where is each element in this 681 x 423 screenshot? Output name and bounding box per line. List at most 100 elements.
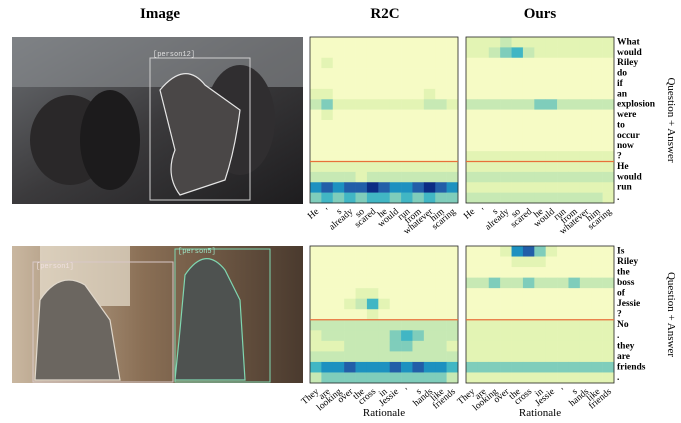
heatmap-cell [378,120,390,131]
heatmap-cell [401,278,413,289]
heatmap-cell [580,257,592,268]
heatmap-cell [447,341,459,352]
heatmap-cell [477,68,489,79]
heatmap-cell [500,246,512,257]
heatmap-cell [466,130,478,141]
heatmap-cell [356,68,368,79]
heatmap-cell [568,37,580,48]
heatmap-cell [310,330,322,341]
heatmap-cell [568,58,580,69]
heatmap-cell [310,110,322,121]
heatmap-cell [500,299,512,310]
heatmap-cell [546,162,558,173]
heatmap-cell [546,193,558,204]
heatmap-cell [546,68,558,79]
person-tag: [person5] [178,248,216,256]
question-token: if [617,79,624,89]
question-token: He [617,162,629,172]
heatmap-cell [477,120,489,131]
heatmap-cell [477,58,489,69]
heatmap-cell [591,120,603,131]
heatmap-cell [435,37,447,48]
heatmap-cell [534,110,546,121]
heatmap-cell [489,182,501,193]
heatmap-cell [523,47,535,58]
heatmap-cell [344,89,356,100]
heatmap-cell [321,320,333,331]
heatmap-cell [447,182,459,193]
heatmap-cell [534,362,546,373]
heatmap-cell [591,182,603,193]
heatmap-cell [603,172,615,183]
heatmap-cell [603,58,615,69]
heatmap-cell [333,37,345,48]
heatmap-cell [477,162,489,173]
heatmap-cell [489,89,501,100]
heatmap-cell [512,341,524,352]
axis-label: Question + Answer [665,272,677,357]
heatmap-cell [378,47,390,58]
heatmap-cell [603,47,615,58]
heatmap-cell [489,299,501,310]
heatmap-cell [447,278,459,289]
heatmap-cell [424,246,436,257]
heatmap-cell [333,182,345,193]
heatmap-cell [367,330,379,341]
heatmap-cell [310,309,322,320]
heatmap-cell [390,141,402,152]
heatmap-cell [447,58,459,69]
heatmap-cell [412,110,424,121]
heatmap-cell [466,68,478,79]
heatmap-cell [378,182,390,193]
rationale-token: ' [325,207,333,216]
heatmap-cell [591,99,603,110]
heatmap-cell [367,299,379,310]
heatmap-cell [591,79,603,90]
heatmap-cell [401,351,413,362]
heatmap-cell [580,288,592,299]
heatmap-cell [435,257,447,268]
heatmap-cell [356,89,368,100]
heatmap-cell [344,151,356,162]
heatmap-cell [333,151,345,162]
heatmap-cell [356,182,368,193]
heatmap-cell [310,130,322,141]
rationale-token: He [306,207,321,222]
heatmap-cell [546,267,558,278]
heatmap-cell [367,99,379,110]
heatmap-cell [489,246,501,257]
heatmap-cell [591,68,603,79]
heatmap-cell [378,299,390,310]
heatmap-cell [568,288,580,299]
heatmap-cell [568,267,580,278]
column-title: Image [140,6,180,22]
heatmap-cell [412,162,424,173]
heatmap-cell [534,320,546,331]
heatmap-cell [310,320,322,331]
heatmap-cell [489,372,501,383]
heatmap-cell [435,47,447,58]
heatmap-cell [378,58,390,69]
question-token: would [617,48,643,58]
heatmap-cell [534,246,546,257]
heatmap-cell [534,267,546,278]
heatmap-cell [489,47,501,58]
heatmap-cell [401,288,413,299]
heatmap-cell [356,58,368,69]
heatmap-cell [367,130,379,141]
column-title: Ours [524,6,557,22]
heatmap-cell [489,68,501,79]
heatmap-cell [447,120,459,131]
heatmap-cell [523,79,535,90]
heatmap-cell [580,193,592,204]
heatmap-cell [310,193,322,204]
heatmap-cell [390,182,402,193]
heatmap-cell [534,278,546,289]
heatmap-cell [512,193,524,204]
heatmap-cell [447,330,459,341]
heatmap-cell [534,58,546,69]
heatmap-cell [557,330,569,341]
heatmap-cell [412,372,424,383]
heatmap-cell [367,79,379,90]
heatmap-cell [321,130,333,141]
